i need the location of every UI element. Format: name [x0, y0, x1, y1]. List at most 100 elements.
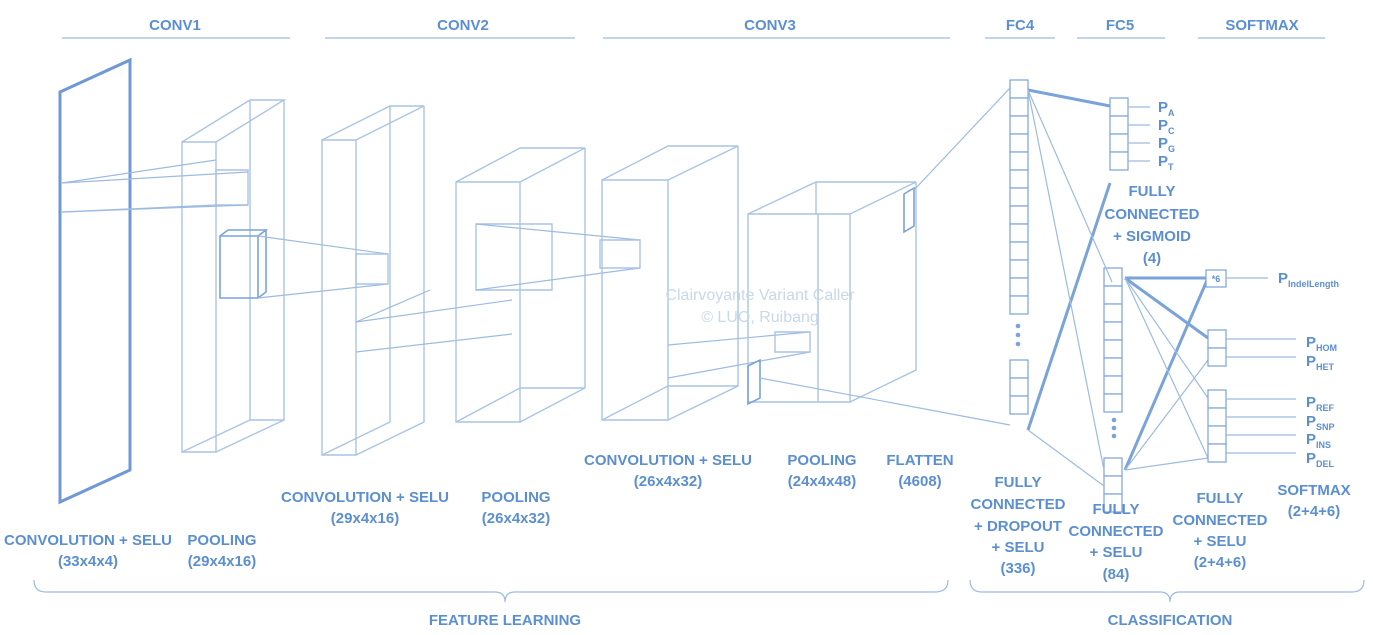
conv2-conv-dims: (29x4x16): [331, 510, 399, 527]
sigmoid-line1: FULLY: [1129, 183, 1176, 200]
watermark: Clairvoyante Variant Caller © LUO, Ruiba…: [665, 287, 855, 326]
conv3-pool-line1: POOLING: [787, 452, 856, 469]
neuron-cell: [1009, 115, 1029, 135]
svg-text:PC: PC: [1158, 117, 1175, 136]
conv3-pool-dims: (24x4x48): [788, 473, 856, 490]
header-conv1-label: CONV1: [149, 17, 201, 34]
classification-label: CLASSIFICATION: [1108, 612, 1233, 629]
svg-text:PT: PT: [1158, 153, 1174, 172]
neuron-cell: [1009, 97, 1029, 117]
svg-text:PREF: PREF: [1306, 394, 1335, 413]
p-ins: P: [1306, 431, 1316, 448]
fc5-line2: CONNECTED: [1068, 523, 1163, 540]
label-conv3-pool: POOLING (24x4x48): [787, 452, 856, 490]
svg-text:PA: PA: [1158, 99, 1175, 118]
p-c: P: [1158, 117, 1168, 134]
p-del: P: [1306, 450, 1316, 467]
p-indel: P: [1278, 270, 1288, 287]
sigmoid-column: [1109, 97, 1150, 171]
p-indel-sub: IndelLength: [1288, 279, 1339, 289]
header-fc4-label: FC4: [1006, 17, 1035, 34]
p-ref-sub: REF: [1316, 403, 1335, 413]
svg-text:PHOM: PHOM: [1306, 334, 1337, 353]
p-c-sub: C: [1168, 126, 1175, 136]
p-hom-sub: HOM: [1316, 343, 1337, 353]
p-a-sub: A: [1168, 108, 1175, 118]
svg-text:PINS: PINS: [1306, 431, 1331, 450]
p-t: P: [1158, 153, 1168, 170]
conv1-conv-line1: CONVOLUTION + SELU: [4, 532, 172, 549]
fc-selu-line2: CONNECTED: [1172, 512, 1267, 529]
fc4-line3: + DROPOUT: [974, 518, 1062, 535]
conv2-pool-line1: POOLING: [481, 489, 550, 506]
zygosity-output: PHOM PHET: [1207, 329, 1337, 372]
sigmoid-dims: (4): [1143, 250, 1161, 267]
conv1-pool-line1: POOLING: [187, 532, 256, 549]
neuron-cell: [1103, 339, 1123, 359]
svg-text:PHET: PHET: [1306, 353, 1335, 372]
label-conv2-pool: POOLING (26x4x32): [481, 489, 550, 527]
p-g: P: [1158, 135, 1168, 152]
p-g-sub: G: [1168, 144, 1175, 154]
p-ref: P: [1306, 394, 1316, 411]
neuron-cell: [1103, 285, 1123, 305]
fc4-line2: CONNECTED: [970, 496, 1065, 513]
fc5-column: [1103, 267, 1123, 513]
sigmoid-label: FULLY CONNECTED + SIGMOID (4): [1104, 183, 1199, 267]
conv3-conv-line1: CONVOLUTION + SELU: [584, 452, 752, 469]
label-fc-selu: FULLY CONNECTED + SELU (2+4+6): [1172, 490, 1267, 571]
fc5-ellipsis: [1111, 417, 1117, 439]
svg-text:PSNP: PSNP: [1306, 413, 1335, 432]
p-snp: P: [1306, 413, 1316, 430]
neuron-cell: [1009, 259, 1029, 279]
fc-selu-line1: FULLY: [1197, 490, 1244, 507]
conv2-pool-dims: (26x4x32): [482, 510, 550, 527]
p-del-sub: DEL: [1316, 459, 1335, 469]
neuron-cell: [1009, 277, 1029, 297]
conv2-pool-box: [455, 147, 641, 423]
p-het-sub: HET: [1316, 362, 1335, 372]
base-probabilities: PA PC PG PT: [1158, 99, 1175, 172]
fc5-dims: (84): [1103, 566, 1130, 583]
fc-connections: [1026, 88, 1210, 487]
label-conv1-conv: CONVOLUTION + SELU (33x4x4): [4, 532, 172, 570]
header-conv3: CONV3: [603, 17, 950, 39]
neuron-cell: [1009, 241, 1029, 261]
conv3-conv-dims: (26x4x32): [634, 473, 702, 490]
fc5-line3: + SELU: [1090, 544, 1143, 561]
classification-brace: CLASSIFICATION: [969, 579, 1365, 629]
fc4-line1: FULLY: [995, 474, 1042, 491]
p-a: P: [1158, 99, 1168, 116]
fc4-ellipsis: [1015, 323, 1021, 347]
watermark-line1: Clairvoyante Variant Caller: [665, 287, 855, 304]
header-conv2: CONV2: [325, 17, 575, 39]
feature-learning-brace: FEATURE LEARNING: [33, 579, 949, 629]
neuron-cell: [1009, 151, 1029, 171]
label-fc5: FULLY CONNECTED + SELU (84): [1068, 501, 1163, 583]
neuron-cell: [1009, 395, 1029, 415]
p-hom: P: [1306, 334, 1316, 351]
conv1-pool-box: [61, 99, 287, 453]
conv2-conv-box: [257, 105, 513, 456]
neuron-cell: [1103, 357, 1123, 377]
p-ins-sub: INS: [1316, 440, 1331, 450]
neuron-cell: [1009, 187, 1029, 207]
header-conv2-label: CONV2: [437, 17, 489, 34]
softmax-dims: (2+4+6): [1288, 503, 1341, 520]
neuron-cell: [1009, 169, 1029, 189]
fc4-dims: (336): [1000, 560, 1035, 577]
p-t-sub: T: [1168, 162, 1174, 172]
neuron-cell: [1103, 303, 1123, 323]
neuron-cell: [1103, 375, 1123, 395]
softmax-line1: SOFTMAX: [1277, 482, 1350, 499]
neuron-cell: [1103, 393, 1123, 413]
feature-learning-label: FEATURE LEARNING: [429, 612, 581, 629]
p-het: P: [1306, 353, 1316, 370]
fc-selu-dims: (2+4+6): [1194, 554, 1247, 571]
flatten-dims: (4608): [898, 473, 941, 490]
header-softmax: SOFTMAX: [1198, 17, 1325, 39]
neuron-cell: [1009, 359, 1029, 379]
svg-text:PDEL: PDEL: [1306, 450, 1335, 469]
label-conv3-conv: CONVOLUTION + SELU (26x4x32): [584, 452, 752, 490]
